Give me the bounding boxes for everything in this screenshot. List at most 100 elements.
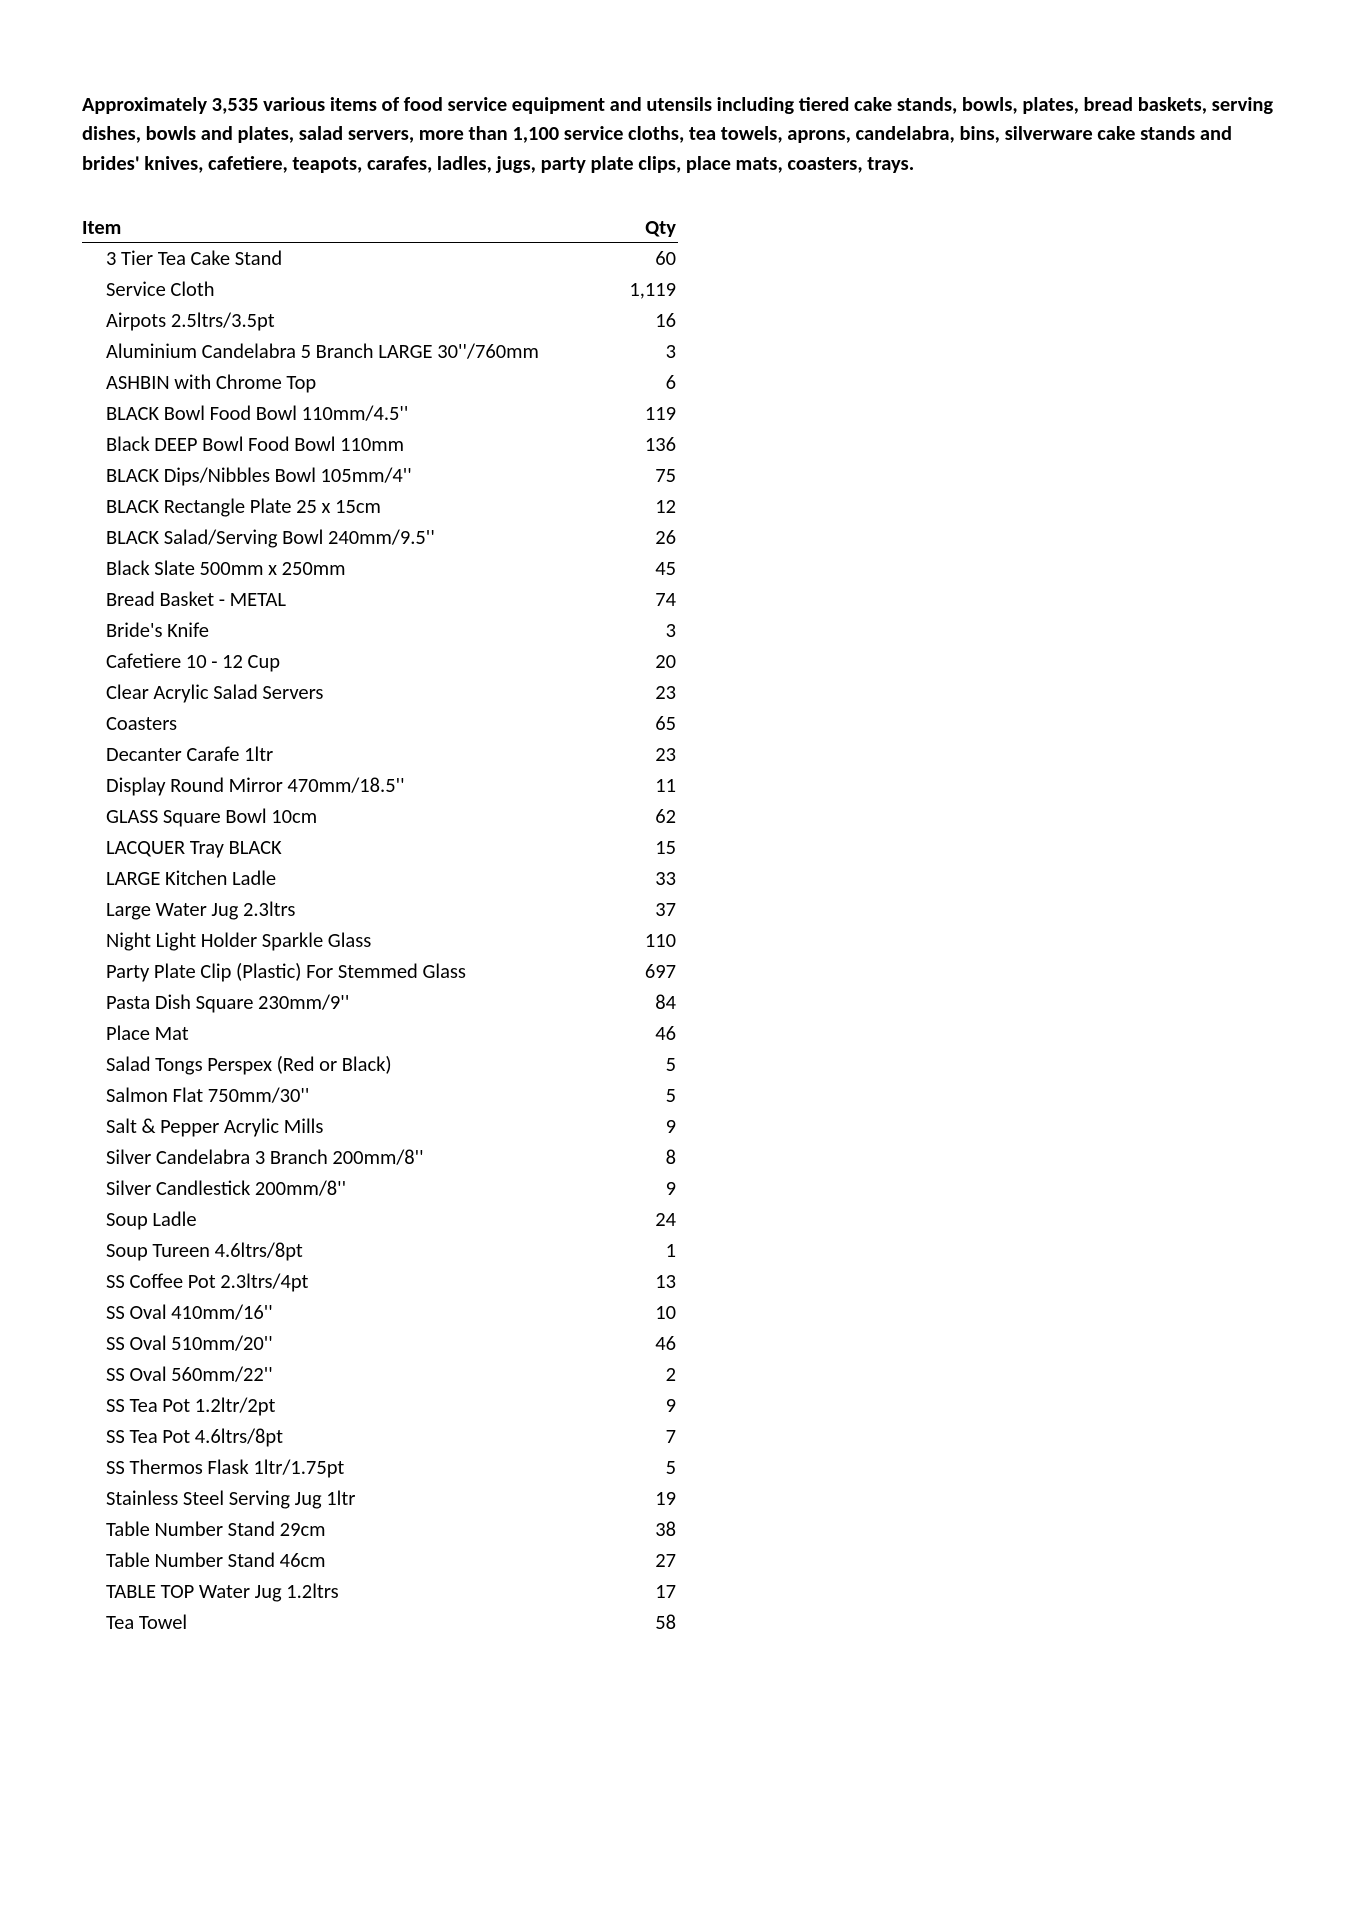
item-cell: Pasta Dish Square 230mm/9'': [82, 987, 606, 1018]
item-cell: Airpots 2.5ltrs/3.5pt: [82, 305, 606, 336]
qty-cell: 24: [606, 1204, 678, 1235]
item-cell: Coasters: [82, 708, 606, 739]
table-row: Silver Candelabra 3 Branch 200mm/8''8: [82, 1142, 678, 1173]
table-row: Coasters65: [82, 708, 678, 739]
item-cell: Salad Tongs Perspex (Red or Black): [82, 1049, 606, 1080]
qty-cell: 11: [606, 770, 678, 801]
item-cell: TABLE TOP Water Jug 1.2ltrs: [82, 1576, 606, 1607]
table-row: Salad Tongs Perspex (Red or Black)5: [82, 1049, 678, 1080]
qty-cell: 6: [606, 367, 678, 398]
table-row: Pasta Dish Square 230mm/9''84: [82, 987, 678, 1018]
table-row: Table Number Stand 46cm27: [82, 1545, 678, 1576]
qty-cell: 1: [606, 1235, 678, 1266]
item-cell: Salmon Flat 750mm/30'': [82, 1080, 606, 1111]
item-cell: BLACK Bowl Food Bowl 110mm/4.5'': [82, 398, 606, 429]
qty-cell: 110: [606, 925, 678, 956]
table-row: LARGE Kitchen Ladle33: [82, 863, 678, 894]
items-table: Item Qty 3 Tier Tea Cake Stand60Service …: [82, 212, 678, 1638]
item-cell: Table Number Stand 29cm: [82, 1514, 606, 1545]
qty-cell: 74: [606, 584, 678, 615]
table-row: Black Slate 500mm x 250mm45: [82, 553, 678, 584]
qty-cell: 23: [606, 677, 678, 708]
table-row: Night Light Holder Sparkle Glass110: [82, 925, 678, 956]
table-row: SS Oval 560mm/22''2: [82, 1359, 678, 1390]
qty-cell: 10: [606, 1297, 678, 1328]
table-row: Service Cloth1,119: [82, 274, 678, 305]
qty-cell: 20: [606, 646, 678, 677]
item-cell: Black Slate 500mm x 250mm: [82, 553, 606, 584]
table-row: BLACK Bowl Food Bowl 110mm/4.5''119: [82, 398, 678, 429]
qty-cell: 5: [606, 1452, 678, 1483]
qty-cell: 1,119: [606, 274, 678, 305]
item-cell: Silver Candelabra 3 Branch 200mm/8'': [82, 1142, 606, 1173]
qty-cell: 23: [606, 739, 678, 770]
table-row: SS Tea Pot 1.2ltr/2pt9: [82, 1390, 678, 1421]
qty-cell: 26: [606, 522, 678, 553]
qty-cell: 3: [606, 615, 678, 646]
qty-cell: 16: [606, 305, 678, 336]
qty-cell: 38: [606, 1514, 678, 1545]
table-row: Clear Acrylic Salad Servers23: [82, 677, 678, 708]
table-row: TABLE TOP Water Jug 1.2ltrs17: [82, 1576, 678, 1607]
qty-cell: 15: [606, 832, 678, 863]
table-row: SS Oval 410mm/16''10: [82, 1297, 678, 1328]
item-cell: SS Thermos Flask 1ltr/1.75pt: [82, 1452, 606, 1483]
item-cell: Soup Tureen 4.6ltrs/8pt: [82, 1235, 606, 1266]
item-cell: Salt & Pepper Acrylic Mills: [82, 1111, 606, 1142]
item-cell: BLACK Salad/Serving Bowl 240mm/9.5'': [82, 522, 606, 553]
qty-cell: 19: [606, 1483, 678, 1514]
table-row: Airpots 2.5ltrs/3.5pt16: [82, 305, 678, 336]
table-row: Bride's Knife3: [82, 615, 678, 646]
qty-cell: 697: [606, 956, 678, 987]
table-row: BLACK Salad/Serving Bowl 240mm/9.5''26: [82, 522, 678, 553]
item-cell: GLASS Square Bowl 10cm: [82, 801, 606, 832]
table-row: Display Round Mirror 470mm/18.5''11: [82, 770, 678, 801]
item-cell: 3 Tier Tea Cake Stand: [82, 242, 606, 274]
table-row: SS Thermos Flask 1ltr/1.75pt5: [82, 1452, 678, 1483]
qty-column-header: Qty: [606, 212, 678, 243]
qty-cell: 84: [606, 987, 678, 1018]
qty-cell: 9: [606, 1390, 678, 1421]
table-row: SS Oval 510mm/20''46: [82, 1328, 678, 1359]
qty-cell: 2: [606, 1359, 678, 1390]
table-row: GLASS Square Bowl 10cm62: [82, 801, 678, 832]
qty-cell: 46: [606, 1018, 678, 1049]
table-row: Tea Towel58: [82, 1607, 678, 1638]
table-row: Salt & Pepper Acrylic Mills9: [82, 1111, 678, 1142]
qty-cell: 60: [606, 242, 678, 274]
item-column-header: Item: [82, 212, 606, 243]
table-row: Soup Ladle24: [82, 1204, 678, 1235]
item-cell: Decanter Carafe 1ltr: [82, 739, 606, 770]
item-cell: Place Mat: [82, 1018, 606, 1049]
item-cell: Table Number Stand 46cm: [82, 1545, 606, 1576]
qty-cell: 12: [606, 491, 678, 522]
qty-cell: 62: [606, 801, 678, 832]
table-row: Salmon Flat 750mm/30''5: [82, 1080, 678, 1111]
qty-cell: 46: [606, 1328, 678, 1359]
table-row: ASHBIN with Chrome Top6: [82, 367, 678, 398]
intro-paragraph: Approximately 3,535 various items of foo…: [82, 90, 1276, 178]
qty-cell: 9: [606, 1173, 678, 1204]
item-cell: Cafetiere 10 - 12 Cup: [82, 646, 606, 677]
qty-cell: 119: [606, 398, 678, 429]
item-cell: SS Oval 410mm/16'': [82, 1297, 606, 1328]
table-row: 3 Tier Tea Cake Stand60: [82, 242, 678, 274]
table-row: Large Water Jug 2.3ltrs37: [82, 894, 678, 925]
item-cell: Tea Towel: [82, 1607, 606, 1638]
table-row: Aluminium Candelabra 5 Branch LARGE 30''…: [82, 336, 678, 367]
qty-cell: 136: [606, 429, 678, 460]
table-row: SS Coffee Pot 2.3ltrs/4pt13: [82, 1266, 678, 1297]
item-cell: Aluminium Candelabra 5 Branch LARGE 30''…: [82, 336, 606, 367]
item-cell: ASHBIN with Chrome Top: [82, 367, 606, 398]
qty-cell: 5: [606, 1080, 678, 1111]
item-cell: Stainless Steel Serving Jug 1ltr: [82, 1483, 606, 1514]
item-cell: Soup Ladle: [82, 1204, 606, 1235]
qty-cell: 13: [606, 1266, 678, 1297]
item-cell: Clear Acrylic Salad Servers: [82, 677, 606, 708]
table-row: LACQUER Tray BLACK15: [82, 832, 678, 863]
table-row: BLACK Rectangle Plate 25 x 15cm12: [82, 491, 678, 522]
table-row: Soup Tureen 4.6ltrs/8pt1: [82, 1235, 678, 1266]
qty-cell: 8: [606, 1142, 678, 1173]
item-cell: LARGE Kitchen Ladle: [82, 863, 606, 894]
item-cell: Bread Basket - METAL: [82, 584, 606, 615]
